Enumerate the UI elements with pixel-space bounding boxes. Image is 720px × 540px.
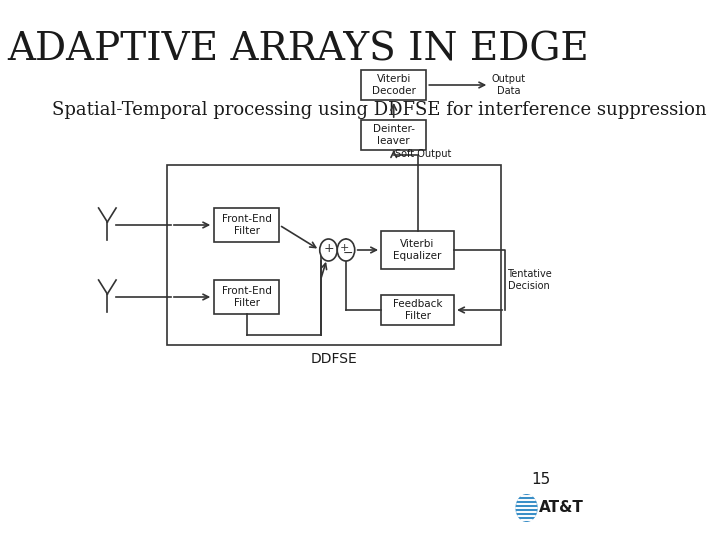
Text: +: + xyxy=(340,243,349,253)
Text: Front-End
Filter: Front-End Filter xyxy=(222,214,271,236)
Bar xyxy=(361,120,426,150)
Bar xyxy=(381,295,454,325)
Text: Spatial-Temporal processing using DDFSE for interference suppression: Spatial-Temporal processing using DDFSE … xyxy=(52,101,706,119)
Text: Output
Data: Output Data xyxy=(492,74,526,96)
Text: AT&T: AT&T xyxy=(539,501,584,516)
Bar xyxy=(361,70,426,100)
Circle shape xyxy=(337,239,355,261)
Bar xyxy=(167,165,501,345)
Text: DDFSE: DDFSE xyxy=(310,352,357,366)
Text: Viterbi
Equalizer: Viterbi Equalizer xyxy=(393,239,442,261)
Text: Deinter-
leaver: Deinter- leaver xyxy=(373,124,415,146)
Bar xyxy=(214,280,279,314)
Text: Feedback
Filter: Feedback Filter xyxy=(393,299,442,321)
Bar xyxy=(214,208,279,242)
Circle shape xyxy=(320,239,337,261)
Text: Viterbi
Decoder: Viterbi Decoder xyxy=(372,74,415,96)
Text: ADAPTIVE ARRAYS IN EDGE: ADAPTIVE ARRAYS IN EDGE xyxy=(7,31,589,69)
Text: Tentative
Decision: Tentative Decision xyxy=(507,269,552,291)
Text: Front-End
Filter: Front-End Filter xyxy=(222,286,271,308)
Bar xyxy=(381,231,454,269)
Text: 15: 15 xyxy=(531,472,551,488)
Text: Soft Output: Soft Output xyxy=(395,149,451,159)
Text: +: + xyxy=(323,241,334,254)
Circle shape xyxy=(516,494,538,522)
Text: −: − xyxy=(343,246,354,260)
